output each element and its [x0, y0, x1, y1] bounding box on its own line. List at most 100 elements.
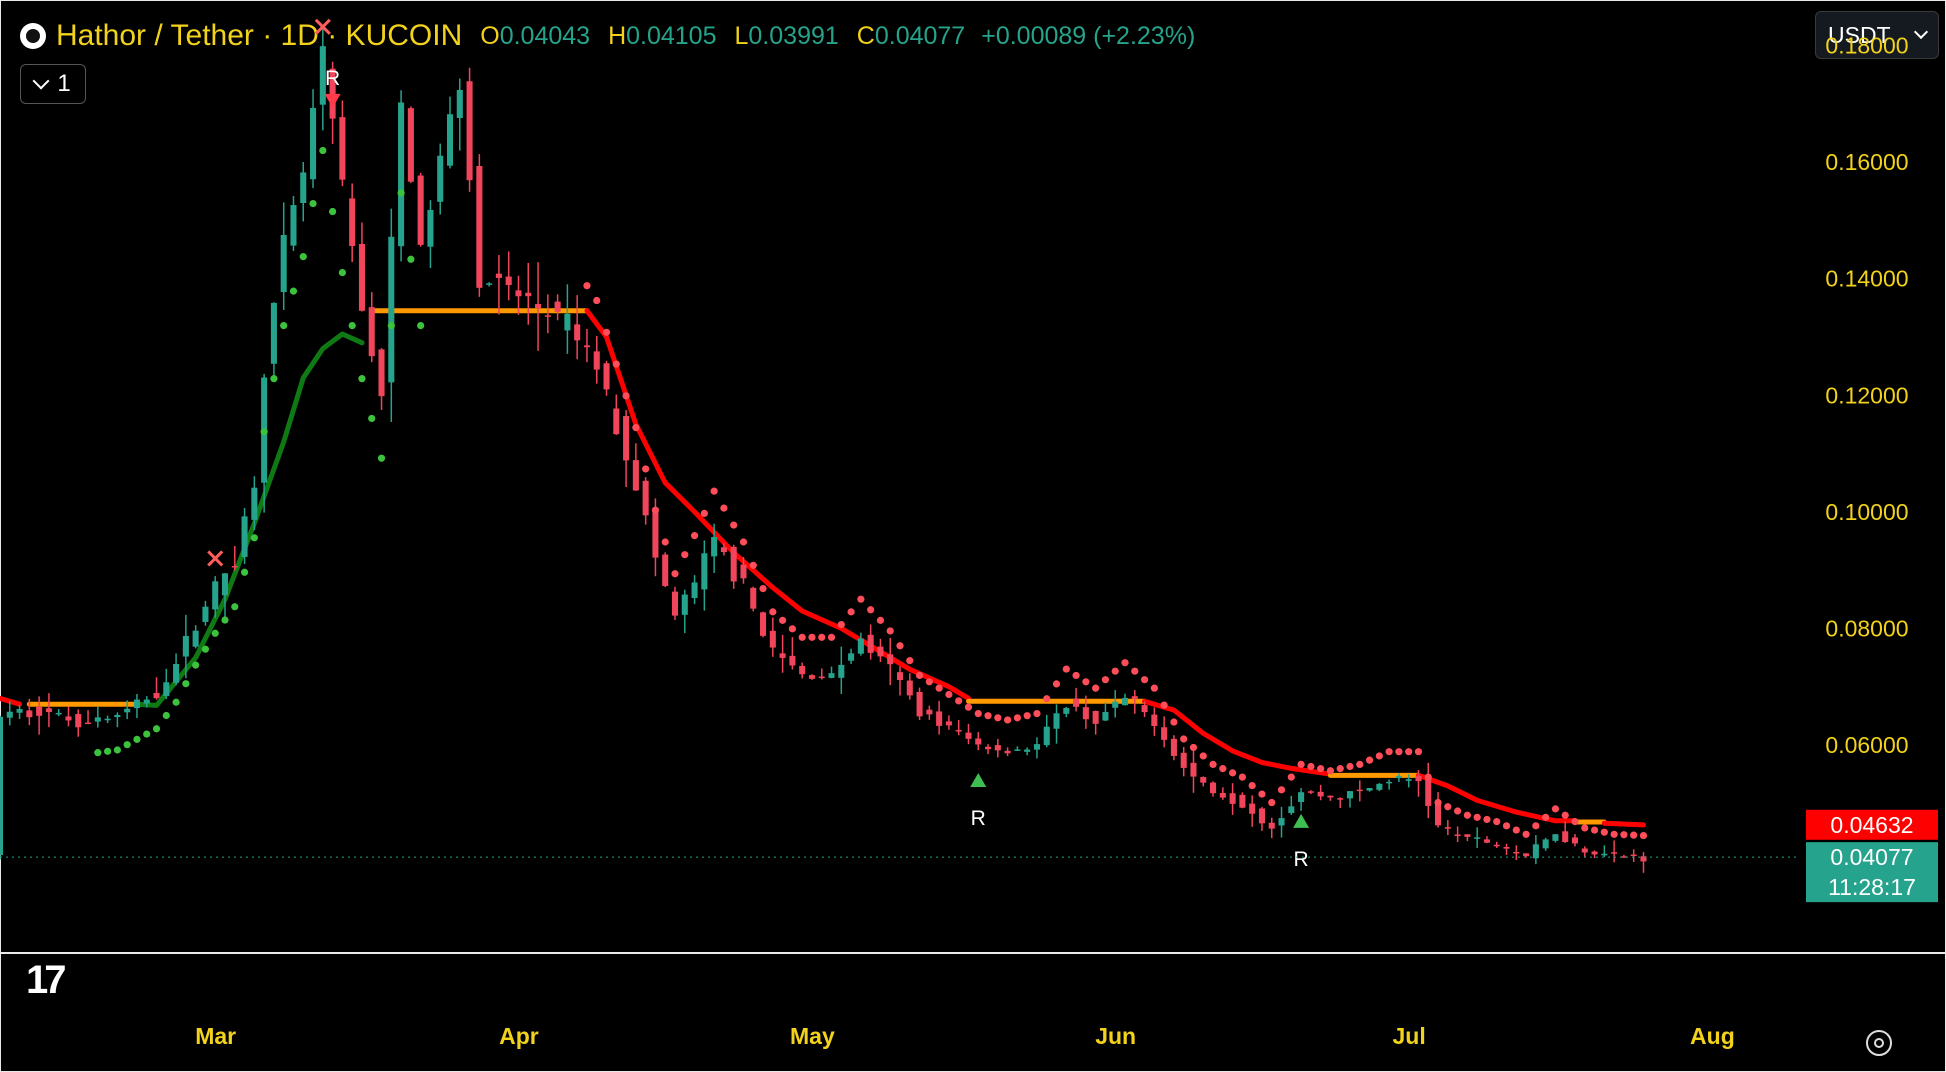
trailing-stop-dot-red	[1209, 760, 1217, 768]
candle-body	[456, 89, 463, 118]
trailing-stop-dot-red	[1610, 830, 1618, 838]
candle-body	[1229, 793, 1236, 804]
trailing-stop-dot-red	[1483, 815, 1491, 824]
candle	[965, 723, 972, 745]
cross-signal-marker	[207, 550, 224, 567]
candle-body	[642, 480, 649, 516]
candle-body	[114, 714, 121, 718]
trailing-stop-dot-red	[1072, 671, 1080, 680]
candle	[1092, 710, 1099, 735]
candle-body	[1190, 762, 1197, 777]
candle-body	[730, 546, 737, 582]
trailing-stop-dot-red	[1590, 826, 1599, 834]
time-axis[interactable]: Mar Apr May Jun Jul Aug	[0, 954, 1946, 1072]
candle	[1601, 845, 1608, 858]
candle-body	[1092, 710, 1099, 724]
trailing-stop-dot-red	[583, 282, 591, 290]
candle-body	[349, 198, 356, 247]
candle	[1239, 792, 1246, 809]
signal-label: R	[1294, 848, 1309, 871]
candle-body	[1346, 791, 1354, 799]
indicator-collapse-button[interactable]: 1	[20, 64, 86, 104]
currency-select[interactable]: USDT	[1815, 11, 1939, 59]
candle	[701, 540, 708, 611]
candle-body	[1053, 713, 1060, 729]
trailing-stop-dot-red	[1238, 773, 1246, 781]
trailing-stop-dot-red	[681, 551, 689, 559]
trailing-stop-dot-green	[152, 725, 161, 733]
candle-body	[623, 416, 630, 461]
symbol-logo-icon[interactable]	[20, 23, 46, 49]
ohlc-high: H0.04105	[608, 21, 717, 50]
candle-body	[65, 716, 72, 721]
settings-gear-icon[interactable]	[1866, 1030, 1892, 1056]
candle-body	[182, 636, 189, 657]
candle	[270, 302, 277, 379]
signal-label: R	[325, 67, 340, 90]
trailing-stop-dot-red	[1551, 805, 1560, 813]
candle	[466, 67, 473, 192]
candle	[163, 668, 170, 700]
candle	[114, 712, 121, 728]
candle	[104, 715, 111, 724]
candle-body	[388, 236, 395, 383]
candle-body	[1464, 834, 1471, 837]
candle-body	[251, 487, 258, 520]
candle	[691, 575, 698, 605]
trailing-stop-dot-red	[1454, 807, 1462, 815]
candle-body	[1121, 697, 1129, 706]
candle-body	[1542, 839, 1549, 849]
trailing-stop-dot-red	[1532, 822, 1540, 830]
trailing-stop-dot-green	[211, 629, 219, 637]
trailing-stop-dot-red	[1512, 826, 1520, 834]
candle	[867, 624, 874, 660]
trailing-stop-dot-red	[1434, 798, 1442, 807]
price-chart[interactable]: R R R 0.18000 0.16000 0.14000 0.12000 0.10000 0…	[0, 0, 1946, 952]
candle	[212, 576, 219, 618]
candle-body	[1483, 839, 1490, 843]
indicator-count: 1	[57, 70, 71, 97]
trailing-stop-dot-red	[788, 625, 796, 633]
trailing-stop-dot-green	[289, 287, 298, 295]
candle-body	[45, 708, 52, 713]
trailing-stop-dot-green	[270, 375, 278, 383]
candle-body	[994, 745, 1001, 751]
candle-body	[163, 682, 170, 697]
trailing-stop-dot-red	[876, 616, 885, 624]
candle	[1435, 792, 1442, 828]
price-label: 0.04632	[1806, 809, 1938, 840]
candle-body	[1640, 856, 1647, 862]
trailing-stop-dot-red	[1385, 748, 1393, 756]
candle	[671, 586, 679, 620]
candle-body	[1288, 806, 1295, 814]
trailing-stop-dot-green	[309, 199, 317, 208]
candle	[231, 546, 238, 571]
trailing-stop-dot-red	[749, 561, 757, 569]
trailing-stop-dot-red	[1346, 762, 1354, 771]
candle-body	[339, 117, 346, 180]
candle-body	[975, 738, 982, 745]
trailing-stop-dot-green	[250, 534, 258, 542]
trailing-stop-dot-green	[162, 711, 170, 720]
candle	[368, 292, 375, 363]
trailing-stop-dot-red	[925, 678, 933, 686]
candle	[1571, 834, 1579, 847]
candle-body	[662, 554, 669, 587]
candle	[583, 328, 590, 363]
trailing-stop-dot-red	[808, 633, 816, 641]
trailing-stop-dot-red	[1581, 824, 1589, 832]
signal-label: R	[971, 807, 986, 830]
candle-body	[1161, 727, 1168, 740]
trailing-stop-dot-red	[1004, 716, 1012, 724]
candle-body	[212, 581, 219, 610]
candle	[926, 705, 933, 720]
candle-body	[1532, 844, 1539, 859]
candle	[0, 715, 4, 860]
trailing-stop-dot-red	[1287, 773, 1295, 781]
candle-body	[290, 205, 297, 246]
ma-trend-line	[1601, 820, 1646, 828]
trailing-stop-dot-red	[1336, 765, 1344, 773]
candle-body	[94, 717, 101, 722]
tradingview-logo-icon[interactable]: 17	[26, 958, 66, 1002]
symbol-title[interactable]: Hathor / Tether · 1D · KUCOIN	[56, 19, 463, 52]
